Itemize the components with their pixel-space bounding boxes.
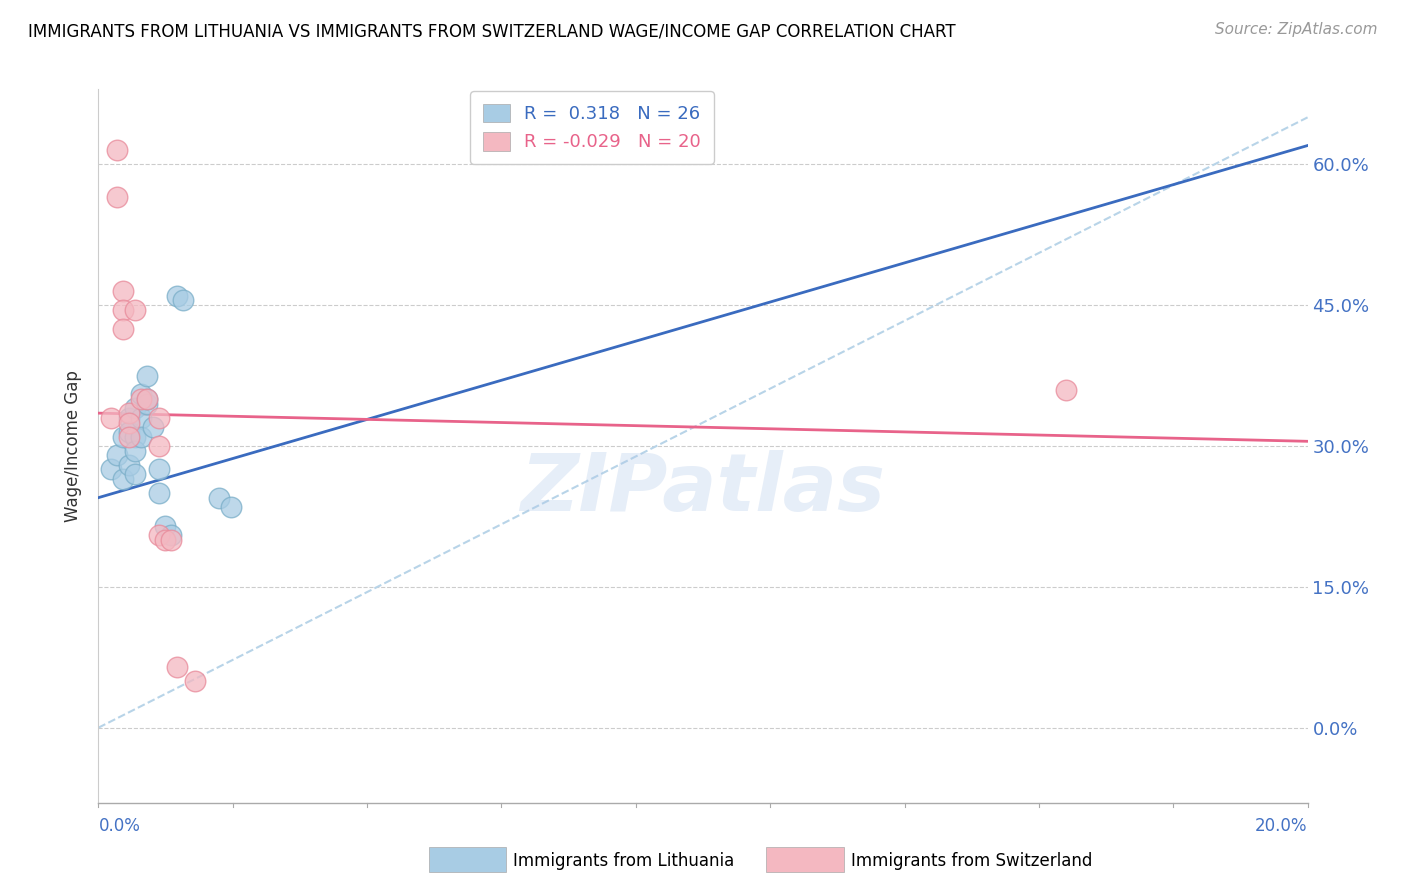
Point	[142, 420, 165, 434]
Point	[111, 472, 134, 486]
Text: Immigrants from Switzerland: Immigrants from Switzerland	[851, 852, 1092, 870]
Point	[105, 190, 128, 204]
Point	[111, 429, 134, 443]
Point	[100, 410, 122, 425]
Point	[166, 289, 188, 303]
Point	[148, 410, 170, 425]
Text: 0.0%: 0.0%	[98, 817, 141, 835]
Point	[124, 429, 146, 443]
Point	[184, 673, 207, 688]
Point	[129, 410, 152, 425]
Y-axis label: Wage/Income Gap: Wage/Income Gap	[65, 370, 83, 522]
Point	[118, 410, 141, 425]
Point	[111, 284, 134, 298]
Point	[111, 302, 134, 317]
Point	[148, 439, 170, 453]
Point	[160, 528, 183, 542]
Point	[124, 443, 146, 458]
Point	[129, 387, 152, 401]
Point	[135, 392, 157, 406]
Point	[135, 397, 157, 411]
Text: ZIPatlas: ZIPatlas	[520, 450, 886, 528]
Point	[1054, 383, 1077, 397]
Point	[129, 429, 152, 443]
Point	[208, 491, 231, 505]
Point	[221, 500, 243, 514]
Point	[118, 429, 141, 443]
Point	[153, 533, 176, 547]
Point	[118, 416, 141, 430]
Point	[153, 518, 176, 533]
Point	[148, 462, 170, 476]
Point	[105, 143, 128, 157]
Point	[172, 293, 194, 308]
Point	[124, 302, 146, 317]
Point	[111, 321, 134, 335]
Point	[124, 467, 146, 482]
Text: Immigrants from Lithuania: Immigrants from Lithuania	[513, 852, 734, 870]
Text: Source: ZipAtlas.com: Source: ZipAtlas.com	[1215, 22, 1378, 37]
Point	[105, 449, 128, 463]
Point	[148, 528, 170, 542]
Point	[129, 392, 152, 406]
Text: 20.0%: 20.0%	[1256, 817, 1308, 835]
Point	[166, 659, 188, 673]
Point	[124, 401, 146, 416]
Point	[135, 392, 157, 406]
Point	[118, 425, 141, 439]
Point	[100, 462, 122, 476]
Point	[148, 486, 170, 500]
Point	[118, 458, 141, 472]
Legend: R =  0.318   N = 26, R = -0.029   N = 20: R = 0.318 N = 26, R = -0.029 N = 20	[470, 91, 714, 164]
Text: IMMIGRANTS FROM LITHUANIA VS IMMIGRANTS FROM SWITZERLAND WAGE/INCOME GAP CORRELA: IMMIGRANTS FROM LITHUANIA VS IMMIGRANTS …	[28, 22, 956, 40]
Point	[135, 368, 157, 383]
Point	[160, 533, 183, 547]
Point	[118, 406, 141, 420]
